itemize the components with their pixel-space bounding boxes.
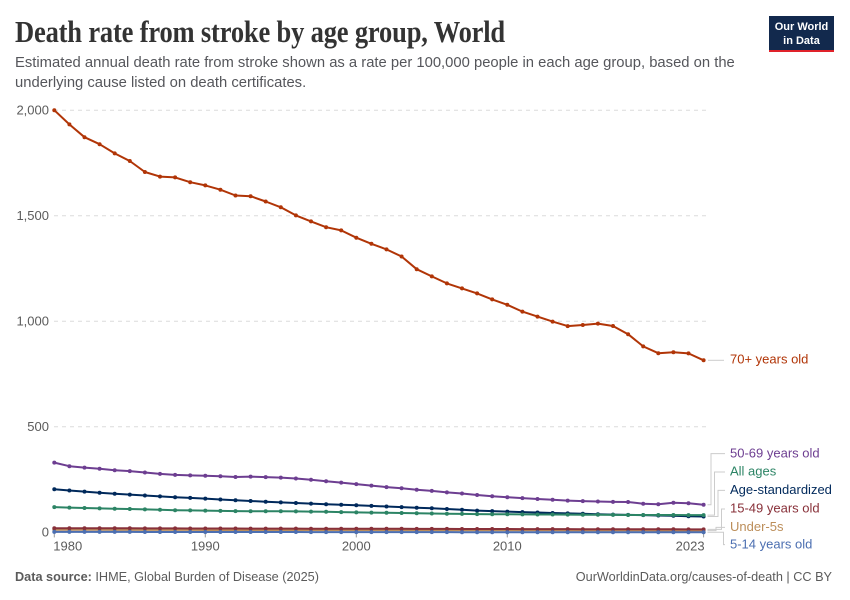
svg-text:2010: 2010 (493, 539, 522, 554)
svg-text:0: 0 (42, 525, 49, 540)
svg-text:Under-5s: Under-5s (730, 519, 784, 534)
svg-text:2000: 2000 (342, 539, 371, 554)
svg-text:1980: 1980 (53, 539, 82, 554)
svg-text:50-69 years old: 50-69 years old (730, 445, 820, 460)
svg-text:5-14 years old: 5-14 years old (730, 536, 812, 551)
svg-text:2023: 2023 (676, 539, 705, 554)
svg-text:1990: 1990 (191, 539, 220, 554)
svg-text:70+ years old: 70+ years old (730, 351, 808, 366)
svg-text:All ages: All ages (730, 464, 777, 479)
svg-text:1,000: 1,000 (16, 313, 49, 328)
svg-text:1,500: 1,500 (16, 208, 49, 223)
svg-text:500: 500 (27, 419, 49, 434)
svg-text:Age-standardized: Age-standardized (730, 482, 832, 497)
svg-text:2,000: 2,000 (16, 102, 49, 117)
svg-text:15-49 years old: 15-49 years old (730, 501, 820, 516)
